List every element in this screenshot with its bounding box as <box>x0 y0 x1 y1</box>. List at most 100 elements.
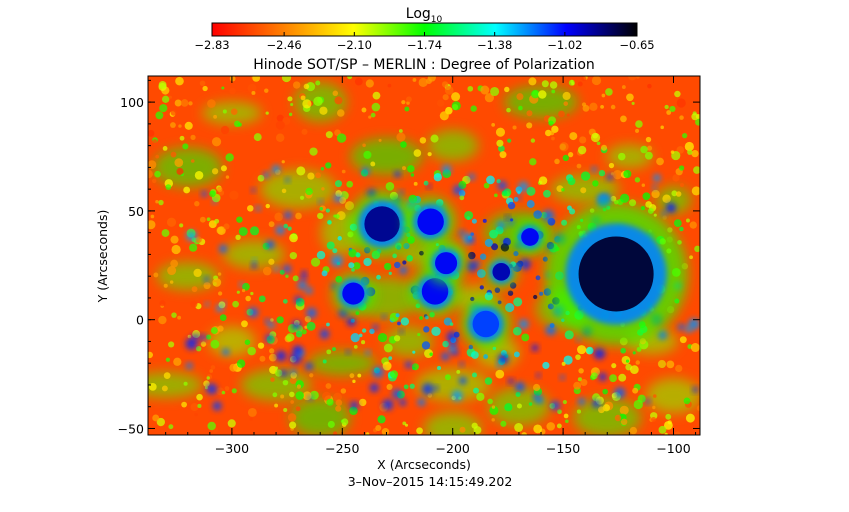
polarization-speck <box>301 128 308 135</box>
polarization-speck <box>320 167 325 171</box>
polarization-speck <box>664 432 668 435</box>
polarization-speck <box>368 115 372 119</box>
polarization-speck <box>170 109 177 116</box>
polarization-speck <box>148 220 156 230</box>
polarization-speck <box>623 169 632 179</box>
polarization-speck <box>549 130 555 136</box>
network-fragment <box>206 383 218 395</box>
polarization-speck <box>337 109 345 117</box>
polarization-speck <box>621 85 626 89</box>
polarization-speck <box>627 76 637 81</box>
polarization-speck <box>344 201 355 211</box>
network-fragment <box>333 193 343 203</box>
polarization-speck <box>301 329 307 335</box>
network-fragment <box>559 375 565 380</box>
polarization-speck <box>689 221 697 229</box>
polarization-speck <box>190 159 195 163</box>
chart-title: Hinode SOT/SP – MERLIN : Degree of Polar… <box>253 57 595 73</box>
polarization-speck <box>412 78 417 82</box>
network-fragment <box>285 177 290 183</box>
polarization-speck <box>498 145 505 153</box>
network-fragment <box>535 396 544 404</box>
polarization-speck <box>322 359 327 364</box>
polarization-speck <box>174 99 182 107</box>
polarization-speck <box>484 93 494 103</box>
polarization-speck <box>289 421 297 429</box>
polarization-speck <box>418 77 428 88</box>
network-fragment <box>459 361 465 367</box>
polarization-speck <box>471 351 479 359</box>
polarization-speck <box>195 345 202 352</box>
network-fragment <box>466 260 478 272</box>
polarization-speck <box>148 170 153 179</box>
polarization-speck <box>288 112 293 117</box>
polarization-speck <box>642 192 651 201</box>
polarization-speck <box>332 248 338 254</box>
polarization-speck <box>551 136 555 141</box>
polarization-speck <box>190 134 196 141</box>
polarization-speck <box>199 80 206 87</box>
polarization-speck <box>687 149 693 155</box>
polarization-speck <box>171 312 177 318</box>
polarization-speck <box>155 154 159 159</box>
network-lane <box>307 350 377 376</box>
polarization-speck <box>289 251 298 260</box>
polarization-speck <box>295 406 301 412</box>
network-fragment <box>542 209 555 222</box>
polarization-speck <box>211 137 222 147</box>
polarization-speck <box>289 377 297 384</box>
polarization-speck <box>221 86 225 90</box>
polarization-speck <box>598 406 605 414</box>
polarization-speck <box>223 223 230 230</box>
polarization-speck <box>442 340 449 348</box>
polarization-speck <box>521 432 527 435</box>
network-fragment <box>318 199 323 204</box>
polarization-speck <box>471 218 477 224</box>
polarization-speck <box>377 415 386 424</box>
polarization-speck <box>586 346 594 355</box>
polarization-speck <box>566 113 570 117</box>
polarization-speck <box>227 419 236 428</box>
polarization-speck <box>690 343 700 353</box>
polarization-speck <box>565 419 569 424</box>
polarization-speck <box>676 146 685 154</box>
polarization-speck <box>170 259 179 268</box>
polarization-speck <box>609 374 617 383</box>
network-fragment <box>275 225 285 235</box>
polarization-speck <box>619 405 629 415</box>
polarization-speck <box>406 255 414 262</box>
polarization-speck <box>375 424 382 431</box>
network-fragment <box>614 387 626 399</box>
polarization-speck <box>169 280 174 284</box>
network-fragment <box>677 323 685 331</box>
polarization-speck <box>451 92 461 102</box>
polarization-speck <box>459 195 465 201</box>
polarization-speck <box>695 118 700 126</box>
polarization-speck <box>316 250 326 260</box>
polarization-speck <box>165 184 172 190</box>
network-lane <box>415 368 491 402</box>
polarization-speck <box>321 270 328 277</box>
polarization-speck <box>289 391 295 398</box>
polarization-speck <box>571 82 575 86</box>
x-tick-label: −250 <box>325 441 359 456</box>
polarization-speck <box>494 287 501 293</box>
polarization-speck <box>512 326 522 336</box>
polarization-speck <box>188 101 193 106</box>
polarization-speck <box>533 424 543 434</box>
polarization-speck <box>403 384 409 390</box>
polarization-speck <box>652 405 656 410</box>
polarization-speck <box>309 373 314 378</box>
polarization-speck <box>350 332 360 343</box>
polarization-speck <box>326 349 332 355</box>
polarization-speck <box>237 122 242 127</box>
polarization-speck <box>564 330 574 340</box>
polarization-speck <box>222 109 227 114</box>
polarization-speck <box>651 416 657 423</box>
polarization-speck <box>650 412 658 420</box>
polarization-speck <box>162 146 168 151</box>
polarization-speck <box>302 99 312 109</box>
polarization-speck <box>526 186 536 196</box>
network-fragment <box>271 165 281 174</box>
polarization-speck <box>630 365 639 374</box>
